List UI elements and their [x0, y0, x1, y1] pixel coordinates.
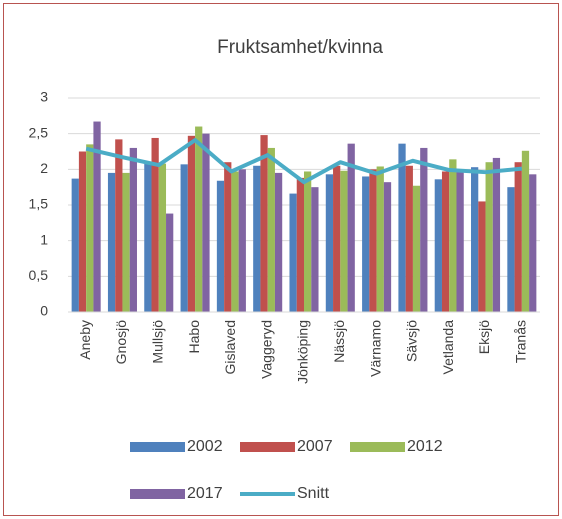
- bar: [304, 171, 312, 312]
- bar: [216, 180, 225, 312]
- bar: [202, 133, 210, 312]
- bar: [253, 165, 261, 312]
- x-tick-label: Aneby: [77, 320, 93, 360]
- bar: [383, 182, 392, 312]
- bar: [456, 169, 464, 312]
- legend-swatch: [130, 489, 185, 499]
- bar: [224, 162, 232, 312]
- bar: [267, 147, 275, 312]
- x-tick-label: Sävsjö: [404, 320, 420, 362]
- bar: [311, 187, 319, 312]
- legend-swatch: [130, 442, 185, 452]
- bar: [144, 163, 152, 312]
- bar: [340, 170, 348, 312]
- x-tick-label: Vetlanda: [440, 320, 456, 375]
- bar: [260, 135, 268, 312]
- bar: [158, 163, 167, 312]
- legend-swatch: [240, 442, 295, 452]
- y-tick-label: 2,5: [29, 124, 49, 140]
- bar: [333, 165, 341, 312]
- x-tick-label: Vaggeryd: [258, 320, 274, 379]
- bar: [485, 162, 493, 312]
- x-tick-label: Eksjö: [476, 320, 492, 354]
- legend-label: Snitt: [297, 485, 330, 502]
- bar: [129, 147, 137, 312]
- bar: [115, 139, 123, 312]
- bar: [478, 201, 486, 312]
- x-tick-label: Jönköping: [295, 320, 311, 384]
- bar: [274, 172, 283, 312]
- x-tick-label: Värnamo: [367, 320, 383, 377]
- bar: [405, 165, 413, 312]
- bar: [195, 126, 203, 313]
- bar: [107, 172, 116, 312]
- y-tick-label: 0,5: [29, 267, 49, 283]
- line: [85, 138, 523, 185]
- bar: [71, 178, 79, 312]
- bar: [376, 166, 384, 312]
- bar: [471, 167, 479, 312]
- bar: [231, 171, 239, 312]
- bar: [441, 171, 450, 312]
- bar: [187, 135, 196, 312]
- bar: [180, 164, 188, 312]
- bar: [398, 143, 406, 312]
- y-tick-label: 2: [40, 160, 48, 176]
- bar: [86, 144, 94, 312]
- bar: [514, 162, 522, 312]
- bar: [93, 121, 101, 312]
- bar: [122, 172, 130, 312]
- x-tick-label: Gnosjö: [113, 320, 129, 365]
- bar: [362, 176, 370, 312]
- x-tick-label: Habo: [186, 320, 202, 354]
- bar: [325, 174, 334, 312]
- bar: [289, 193, 297, 312]
- x-tick-label: Mullsjö: [149, 320, 165, 364]
- bar: [347, 143, 355, 312]
- x-tick-label: Gislaved: [222, 320, 238, 374]
- y-tick-label: 0: [40, 303, 48, 319]
- bar: [434, 179, 442, 312]
- chart-title: Fruktsamhet/kvinna: [217, 37, 383, 58]
- legend-swatch: [350, 442, 405, 452]
- bar: [521, 150, 530, 312]
- legend-label: 2002: [187, 438, 223, 455]
- legend-label: 2017: [187, 485, 223, 502]
- bar: [78, 151, 87, 312]
- x-tick-label: Tranås: [513, 320, 529, 363]
- legend-label: 2012: [407, 438, 443, 455]
- y-tick-label: 1,5: [29, 196, 49, 212]
- bar: [412, 185, 421, 312]
- bar: [507, 187, 515, 312]
- bar: [238, 169, 246, 312]
- y-tick-label: 3: [40, 89, 48, 105]
- bar: [492, 157, 501, 312]
- y-tick-label: 1: [40, 231, 48, 247]
- bar: [296, 177, 304, 312]
- bar: [529, 174, 537, 312]
- bar: [449, 159, 457, 312]
- bar: [166, 213, 174, 312]
- bar: [420, 147, 428, 312]
- bar: [151, 137, 159, 312]
- legend-label: 2007: [297, 438, 333, 455]
- x-tick-label: Nässjö: [331, 320, 347, 363]
- bar: [369, 169, 377, 312]
